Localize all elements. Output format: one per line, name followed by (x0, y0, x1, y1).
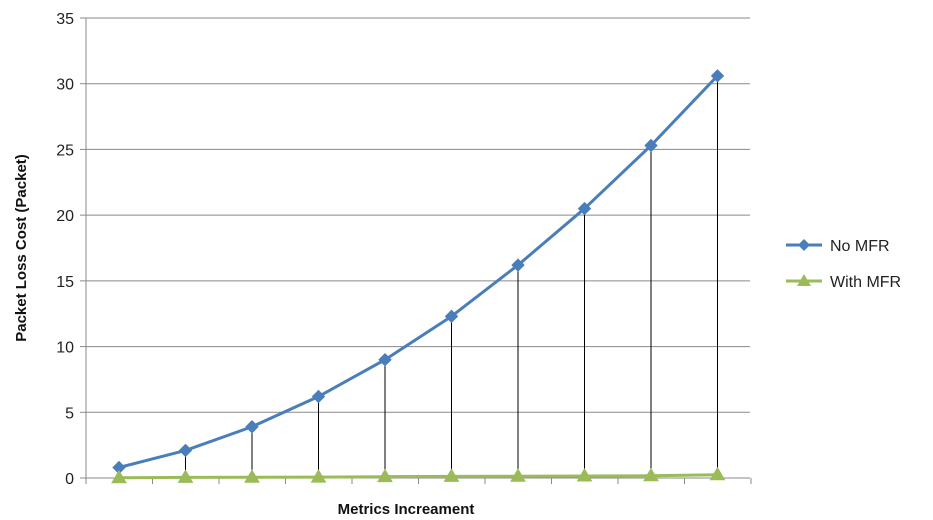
data-point-no-mfr-9 (644, 138, 658, 153)
data-point-no-mfr-6 (444, 309, 459, 324)
data-point-with-mfr-8 (576, 468, 593, 482)
y-tick-label-20: 20 (56, 208, 74, 225)
y-tick-label-5: 5 (65, 405, 74, 422)
data-point-with-mfr-6 (443, 468, 460, 482)
data-point-with-mfr-4 (310, 469, 327, 483)
data-point-with-mfr-9 (643, 467, 659, 482)
legend: No MFR With MFR (786, 238, 901, 291)
y-axis-ticks: 0 5 10 15 20 25 30 35 (56, 11, 86, 488)
gridlines (86, 17, 750, 413)
data-point-no-mfr-5 (378, 353, 392, 367)
data-point-with-mfr-7 (510, 468, 526, 482)
data-point-with-mfr-5 (377, 468, 393, 483)
y-tick-label-25: 25 (56, 142, 74, 159)
data-point-with-mfr-10 (709, 466, 726, 481)
legend-label-no-mfr: No MFR (830, 238, 890, 255)
data-point-no-mfr-2 (178, 443, 193, 458)
legend-marker-with-mfr (797, 274, 811, 286)
y-axis-title: Packet Loss Cost (Packet) (13, 154, 30, 342)
data-point-no-mfr-3 (245, 420, 259, 434)
data-point-no-mfr-7 (511, 258, 525, 272)
y-tick-label-10: 10 (56, 340, 74, 357)
data-point-with-mfr-3 (244, 469, 260, 483)
data-point-with-mfr-2 (177, 469, 194, 483)
y-tick-label-15: 15 (56, 274, 74, 291)
y-tick-label-30: 30 (56, 77, 74, 94)
data-point-with-mfr-1 (111, 469, 127, 484)
y-tick-label-35: 35 (56, 11, 74, 28)
series-line-no-mfr (117, 74, 719, 469)
series-line-with-mfr (117, 473, 719, 480)
data-point-no-mfr-8 (577, 201, 592, 216)
legend-marker-no-mfr (798, 239, 810, 251)
data-point-no-mfr-10 (710, 69, 725, 83)
drop-lines (118, 75, 718, 478)
series-group (111, 69, 726, 484)
data-point-no-mfr-4 (311, 389, 326, 404)
legend-label-with-mfr: With MFR (830, 274, 901, 291)
y-tick-label-0: 0 (65, 471, 74, 488)
x-axis-title: Metrics Increament (338, 501, 475, 518)
